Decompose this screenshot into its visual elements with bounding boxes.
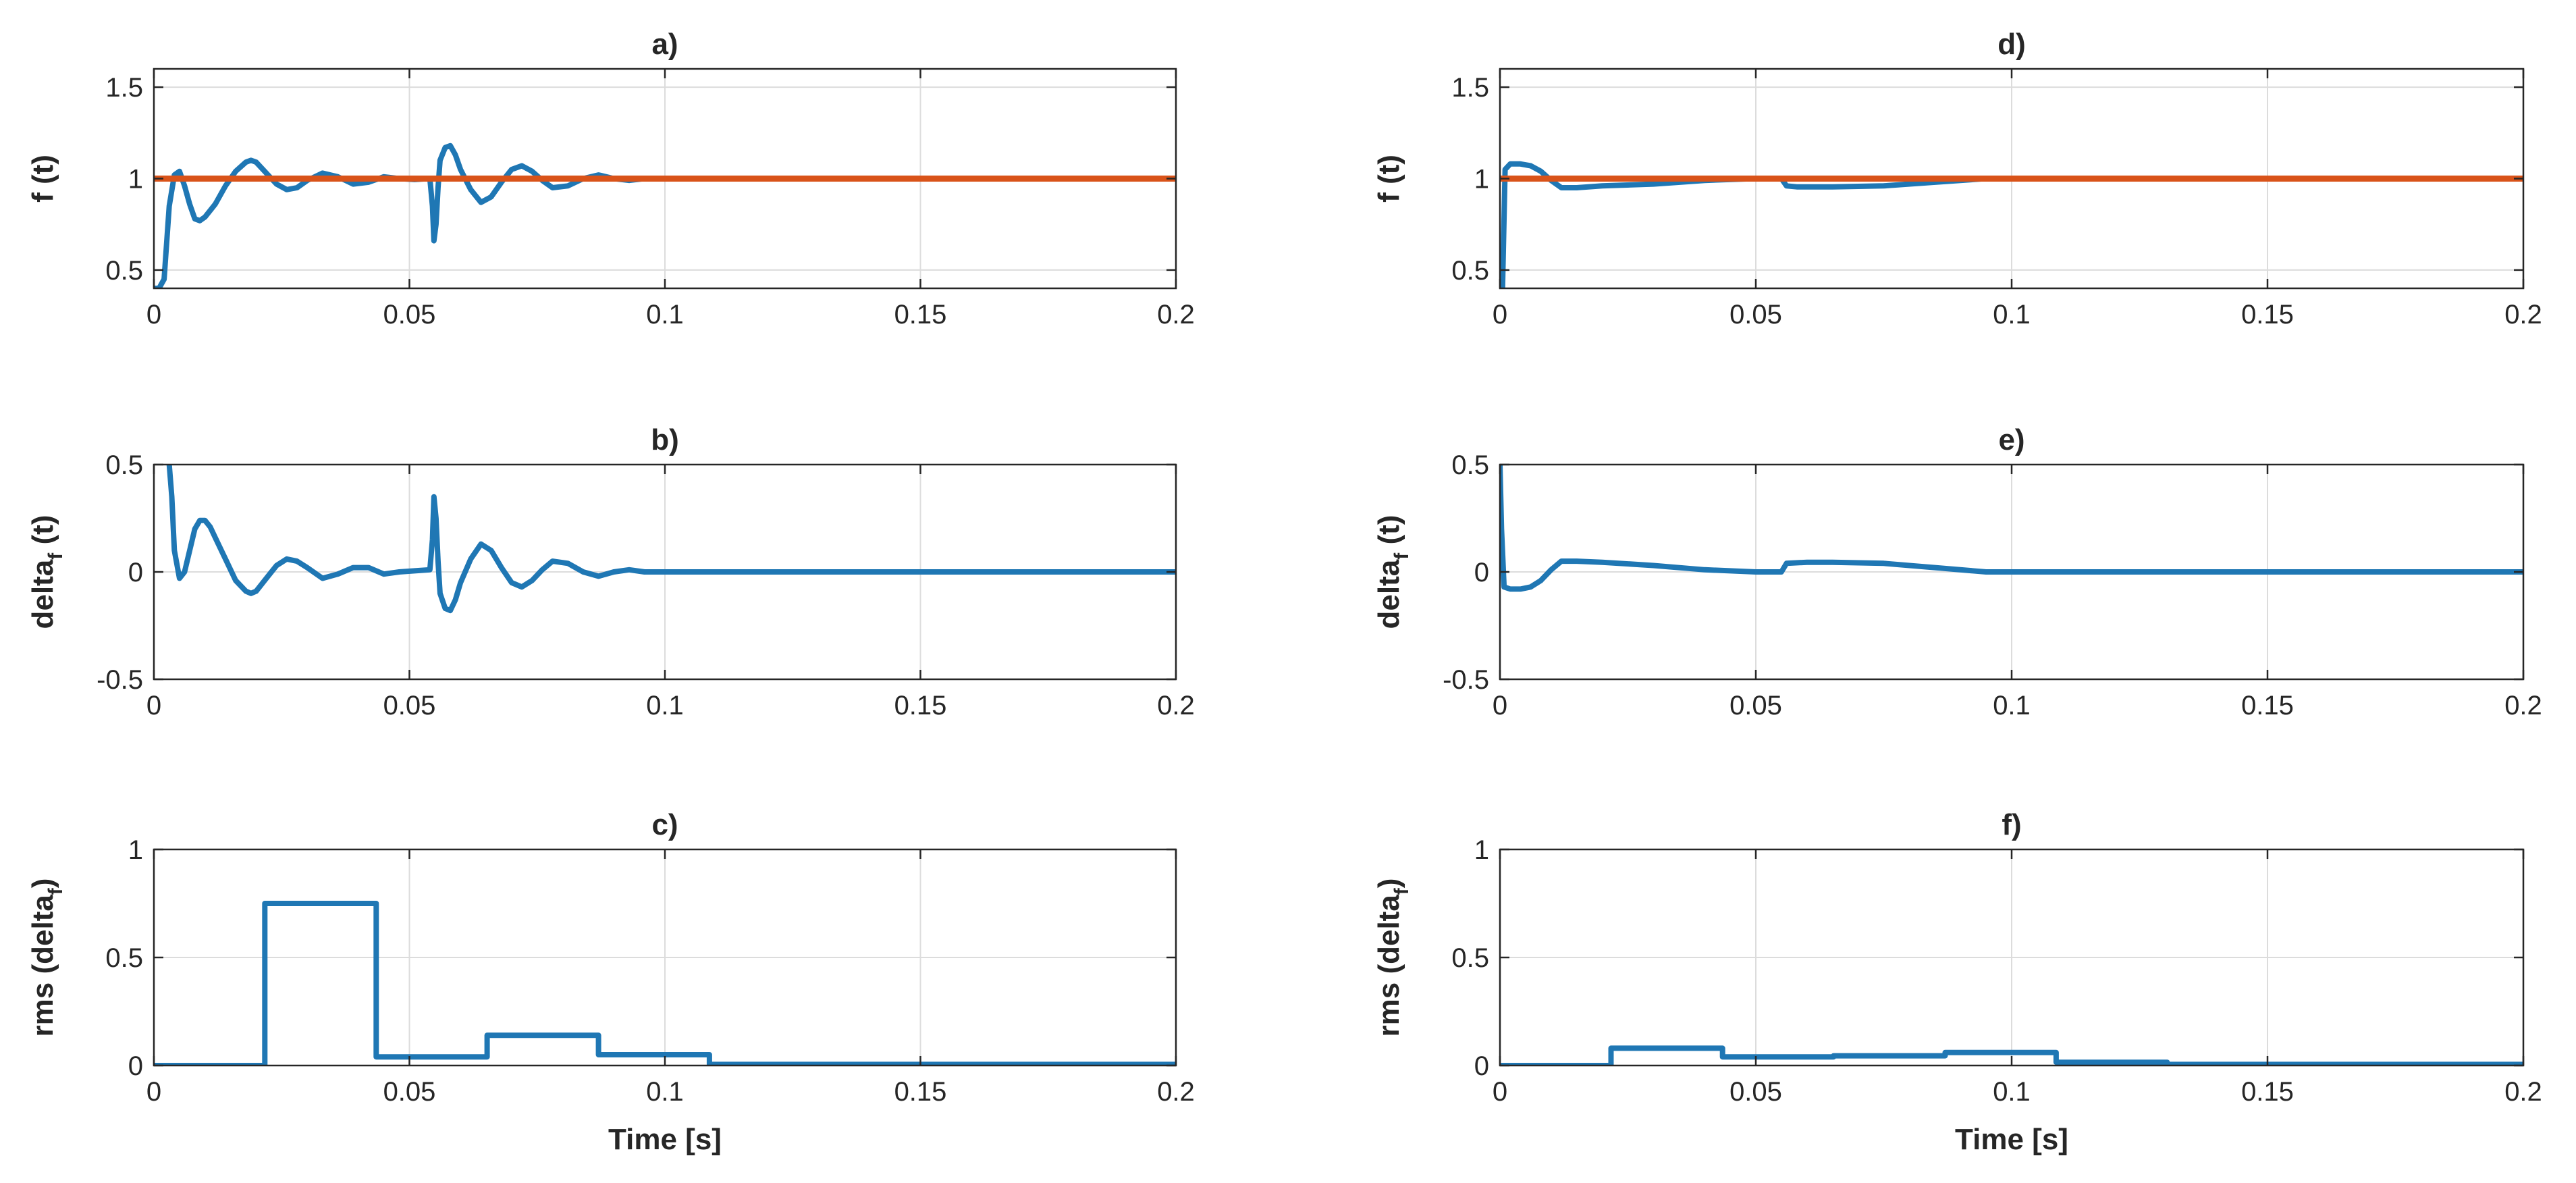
x-tick-label: 0 — [146, 1077, 161, 1107]
series-line-rms-delta-f- — [154, 901, 1176, 1066]
x-axis-label: Time [s] — [1955, 1123, 2068, 1156]
subplot-c: 0 0.05 0.1 0.15 0.2 0 0.5 1 c) rms (deltaf) Time [… — [26, 808, 1195, 1156]
y-tick-label: 1 — [128, 835, 143, 865]
x-tick-label: 0.1 — [646, 691, 684, 720]
y-tick-label: 0 — [128, 558, 143, 587]
subplot-title: a) — [651, 28, 678, 61]
y-tick-label: 1 — [1474, 835, 1489, 865]
x-tick-label: 0.15 — [2241, 1077, 2294, 1107]
x-tick-label: 0.05 — [383, 691, 436, 720]
x-tick-label: 0.1 — [1993, 691, 2031, 720]
x-tick-label: 0.2 — [1157, 691, 1195, 720]
y-axis-label: rms (deltaf) — [26, 878, 67, 1037]
subplot-a: 0 0.05 0.1 0.15 0.2 0.5 1 1.5 a) f (t) — [26, 28, 1195, 330]
y-tick-label: 0.5 — [1451, 943, 1489, 973]
x-tick-label: 0.2 — [1157, 1077, 1195, 1107]
y-axis-label: f (t) — [26, 155, 59, 203]
y-tick-label: 0 — [128, 1051, 143, 1081]
x-tick-label: 0.2 — [2504, 300, 2542, 330]
x-tick-label: 0.2 — [2504, 1077, 2542, 1107]
y-axis-label: rms (deltaf) — [1372, 878, 1413, 1037]
subplot-title: c) — [651, 808, 678, 841]
x-tick-label: 0.15 — [2241, 691, 2294, 720]
x-tick-label: 0 — [1493, 1077, 1507, 1107]
subplot-title: f) — [2002, 808, 2021, 841]
x-tick-label: 0.2 — [2504, 691, 2542, 720]
x-tick-label: 0 — [146, 300, 161, 330]
y-tick-label: 0.5 — [105, 450, 143, 480]
series-line-delta-f-t- — [166, 465, 1176, 614]
x-tick-label: 0.1 — [646, 1077, 684, 1107]
y-tick-label: 0 — [1474, 558, 1489, 587]
x-tick-label: 0.1 — [1993, 300, 2031, 330]
x-tick-label: 0 — [1493, 691, 1507, 720]
x-tick-label: 0.05 — [1729, 300, 1782, 330]
y-tick-label: 0.5 — [1451, 256, 1489, 286]
x-tick-label: 0.1 — [646, 300, 684, 330]
subplot-e: 0 0.05 0.1 0.15 0.2-0.500.5e)deltaf (t) — [1372, 423, 2542, 720]
x-tick-label: 0.05 — [1729, 691, 1782, 720]
y-tick-label: 0 — [1474, 1051, 1489, 1081]
y-tick-label: 1.5 — [1451, 73, 1489, 103]
subplot-title: e) — [1998, 423, 2024, 456]
subplot-f: 0 0.05 0.1 0.15 0.2 0 0.5 1 f) rms (deltaf) Time [… — [1372, 808, 2542, 1156]
y-tick-label: 0.5 — [1451, 450, 1489, 480]
subplot-title: d) — [1997, 28, 2026, 61]
x-tick-label: 0.05 — [1729, 1077, 1782, 1107]
x-tick-label: 0.05 — [383, 300, 436, 330]
x-tick-label: 0.15 — [894, 300, 947, 330]
y-tick-label: 0.5 — [105, 943, 143, 973]
y-tick-label: 1 — [128, 165, 143, 194]
y-tick-label: -0.5 — [1443, 665, 1489, 695]
subplot-title: b) — [651, 423, 679, 456]
y-tick-label: 1.5 — [105, 73, 143, 103]
x-tick-label: 0.05 — [383, 1077, 436, 1107]
series-line-delta-f-t- — [1500, 465, 2523, 592]
y-axis-label: deltaf (t) — [1372, 515, 1413, 629]
x-tick-label: 0.2 — [1157, 300, 1195, 330]
y-axis-label: deltaf (t) — [26, 515, 67, 629]
subplot-d: 0 0.05 0.1 0.15 0.2 0.5 1 1.5 d) f (t) — [1372, 28, 2542, 330]
y-axis-label: f (t) — [1372, 155, 1405, 203]
x-tick-label: 0 — [146, 691, 161, 720]
x-axis-label: Time [s] — [608, 1123, 722, 1156]
x-tick-label: 0 — [1493, 300, 1507, 330]
x-tick-label: 0.1 — [1993, 1077, 2031, 1107]
y-tick-label: 0.5 — [105, 256, 143, 286]
series-line-f-t- — [1500, 161, 2523, 288]
subplot-b: 0 0.05 0.1 0.15 0.2-0.500.5b)deltaf (t) — [26, 423, 1195, 720]
x-tick-label: 0.15 — [894, 1077, 947, 1107]
series-line-rms-delta-f- — [1500, 1045, 2523, 1066]
y-tick-label: 1 — [1474, 165, 1489, 194]
x-tick-label: 0.15 — [894, 691, 947, 720]
x-tick-label: 0.15 — [2241, 300, 2294, 330]
y-tick-label: -0.5 — [97, 665, 143, 695]
